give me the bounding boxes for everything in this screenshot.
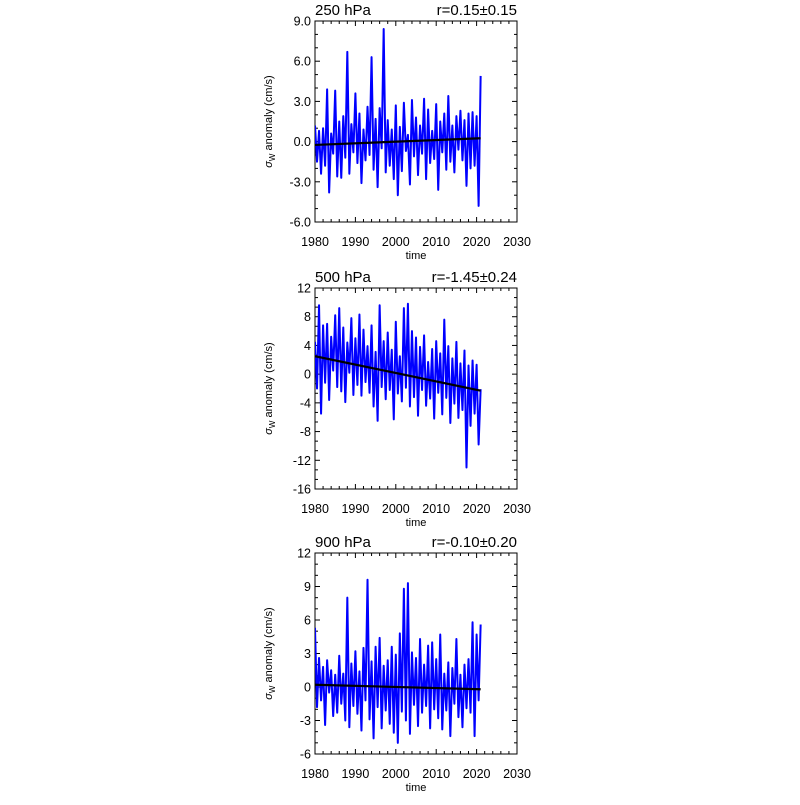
- x-tick-label: 1980: [301, 502, 329, 516]
- x-tick-label: 2020: [463, 235, 491, 249]
- x-tick-label: 1980: [301, 767, 329, 781]
- y-axis-label-text: anomaly (cm/s): [263, 75, 275, 153]
- x-tick-label: 1990: [341, 502, 369, 516]
- y-tick-label: 6.0: [294, 55, 311, 69]
- y-axis-label-text: anomaly (cm/s): [263, 342, 275, 420]
- x-tick-label: 2000: [382, 767, 410, 781]
- series-group: [315, 28, 482, 207]
- y-axis-label-subscript: W: [268, 420, 277, 428]
- x-tick-label: 2000: [382, 235, 410, 249]
- y-tick-label: 12: [297, 547, 311, 561]
- y-axis-label: σW anomaly (cm/s): [263, 75, 277, 167]
- y-tick-label: -4: [300, 396, 311, 410]
- y-tick-label: 3.0: [294, 95, 311, 109]
- y-tick-label: 0.0: [294, 135, 311, 149]
- x-axis-label: time: [406, 517, 427, 529]
- y-tick-label: -6: [300, 748, 311, 762]
- panel-title: 250 hPa: [315, 2, 372, 19]
- y-axis-label-subscript: W: [268, 685, 277, 693]
- y-tick-label: -3.0: [289, 175, 311, 189]
- series-group: [315, 302, 482, 469]
- panel-500-hpa: 1980 1990 2000 2010 2020 2030 -16 -12 -8 -4 0 4 8 12 t…: [263, 269, 531, 529]
- trend-line: [315, 137, 481, 147]
- x-tick-label: 2000: [382, 502, 410, 516]
- x-axis-label: time: [406, 250, 427, 262]
- y-tick-label: 6: [304, 614, 311, 628]
- y-axis-label-symbol: σ: [263, 693, 275, 700]
- series-group: [315, 578, 482, 744]
- trend-line: [315, 355, 481, 392]
- x-tick-label: 2010: [422, 767, 450, 781]
- y-axis-label-symbol: σ: [263, 428, 275, 435]
- y-axis-label-text: anomaly (cm/s): [263, 607, 275, 685]
- x-tick-label: 1990: [341, 767, 369, 781]
- panel-250-hpa: 1980 1990 2000 2010 2020 2030 -6.0 -3.0 0.0 3.0 6.…: [263, 2, 531, 262]
- panel-title: 900 hPa: [315, 534, 372, 551]
- panel-annotation: r=-1.45±0.24: [432, 269, 517, 286]
- y-tick-label: 8: [304, 310, 311, 324]
- panel-annotation: r=0.15±0.15: [437, 2, 517, 19]
- panel-annotation: r=-0.10±0.20: [432, 534, 517, 551]
- y-tick-label: -8: [300, 425, 311, 439]
- y-tick-label: -3: [300, 714, 311, 728]
- y-tick-label: 4: [304, 339, 311, 353]
- x-tick-label: 2010: [422, 502, 450, 516]
- data-series-line: [315, 302, 482, 469]
- data-series-line: [315, 28, 482, 207]
- x-tick-label: 2030: [503, 767, 531, 781]
- y-tick-label: -12: [293, 454, 311, 468]
- x-tick-label: 2030: [503, 502, 531, 516]
- y-tick-label: 12: [297, 282, 311, 296]
- panel-title: 500 hPa: [315, 269, 372, 286]
- x-tick-label: 2030: [503, 235, 531, 249]
- y-axis-label-subscript: W: [268, 153, 277, 161]
- plot-frame: [314, 287, 518, 490]
- trend-line: [315, 683, 481, 691]
- y-tick-label: 3: [304, 647, 311, 661]
- plot-frame: [314, 20, 518, 223]
- x-axis-label: time: [406, 782, 427, 794]
- plot-frame: [314, 552, 518, 755]
- y-axis-label: σW anomaly (cm/s): [263, 607, 277, 699]
- y-axis-label: σW anomaly (cm/s): [263, 342, 277, 434]
- x-tick-label: 2020: [463, 502, 491, 516]
- y-tick-label: -6.0: [289, 216, 311, 230]
- y-tick-label: -16: [293, 483, 311, 497]
- x-tick-label: 1990: [341, 235, 369, 249]
- y-tick-label: 9: [304, 580, 311, 594]
- data-series-line: [315, 578, 482, 744]
- y-tick-label: 0: [304, 681, 311, 695]
- y-axis-label-symbol: σ: [263, 161, 275, 168]
- y-tick-label: 9.0: [294, 15, 311, 29]
- x-tick-label: 1980: [301, 235, 329, 249]
- y-tick-label: 0: [304, 368, 311, 382]
- x-tick-label: 2020: [463, 767, 491, 781]
- panel-900-hpa: 1980 1990 2000 2010 2020 2030 -6 -3 0 3 6 9 12 time σW…: [263, 534, 531, 794]
- x-tick-label: 2010: [422, 235, 450, 249]
